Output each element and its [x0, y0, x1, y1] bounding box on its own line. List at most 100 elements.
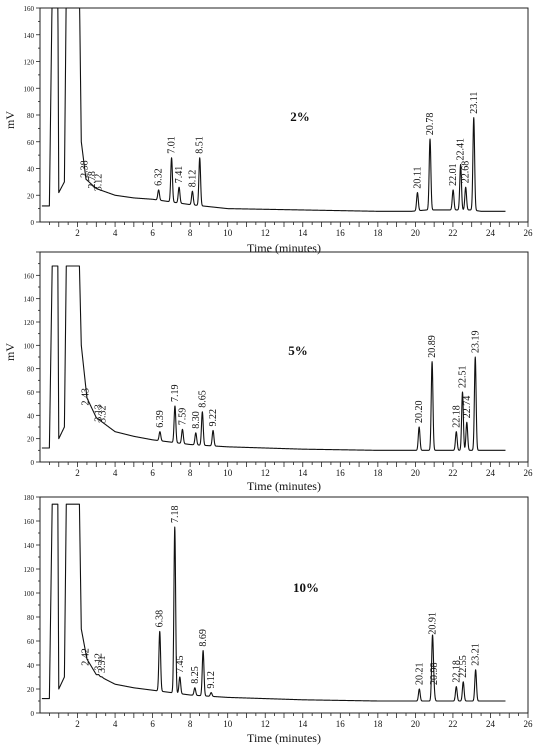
- y-tick-label: 120: [24, 59, 35, 67]
- peak-label: 7.45: [175, 656, 186, 674]
- peak-label: 7.41: [174, 166, 185, 184]
- y-tick-label: 40: [27, 662, 35, 670]
- peak-label: 3.12: [94, 174, 105, 192]
- y-tick-label: 160: [24, 518, 35, 526]
- peak-label: 9.22: [208, 409, 219, 427]
- y-tick-label: 40: [27, 412, 35, 420]
- peak-label: 23.19: [470, 331, 481, 354]
- peak-label: 7.59: [178, 408, 189, 426]
- peak-label: 3.32: [97, 406, 108, 424]
- x-tick-label: 20: [411, 468, 421, 478]
- chromatogram-trace: [41, 503, 506, 702]
- peak-label: 7.18: [170, 506, 181, 524]
- x-tick-label: 26: [524, 719, 534, 729]
- peak-label: 20.91: [428, 612, 439, 635]
- x-tick-label: 6: [150, 228, 155, 238]
- y-tick-label: 120: [24, 319, 35, 327]
- peak-label: 20.89: [427, 335, 438, 358]
- x-tick-label: 22: [448, 468, 457, 478]
- panel-title: 10%: [293, 580, 319, 595]
- x-tick-label: 12: [261, 719, 270, 729]
- panel-title: 2%: [290, 109, 310, 124]
- x-tick-label: 22: [448, 228, 457, 238]
- y-axis-title: mV: [3, 343, 17, 361]
- y-tick-label: 160: [24, 5, 35, 13]
- peak-label: 23.21: [471, 643, 482, 666]
- y-tick-label: 20: [27, 192, 35, 200]
- y-tick-label: 100: [24, 342, 35, 350]
- y-tick-label: 60: [27, 638, 35, 646]
- x-tick-label: 2: [75, 468, 80, 478]
- x-tick-label: 24: [486, 719, 496, 729]
- x-tick-label: 10: [223, 228, 233, 238]
- x-tick-label: 12: [261, 468, 270, 478]
- peak-label: 22.68: [461, 161, 472, 184]
- chart-panel-2: 2 4 6 8 10 12 14 16 18 20 22 24 26020406080100120140…: [3, 251, 534, 493]
- y-tick-label: 120: [24, 566, 35, 574]
- peak-label: 22.74: [462, 396, 473, 419]
- x-tick-label: 12: [261, 228, 270, 238]
- peak-label: 23.11: [469, 92, 480, 114]
- y-tick-label: 60: [27, 139, 35, 147]
- y-tick-label: 60: [27, 389, 35, 397]
- peak-label: 22.51: [458, 366, 469, 389]
- x-tick-label: 16: [336, 468, 346, 478]
- x-tick-label: 20: [411, 228, 421, 238]
- y-tick-label: 140: [24, 542, 35, 550]
- x-tick-label: 18: [373, 228, 383, 238]
- x-tick-label: 6: [150, 719, 155, 729]
- x-tick-label: 16: [336, 228, 346, 238]
- peak-label: 22.41: [456, 138, 467, 161]
- peak-label: 7.01: [167, 136, 178, 154]
- x-tick-label: 14: [298, 468, 308, 478]
- peak-label: 8.25: [190, 666, 201, 684]
- x-axis-title: Time (minutes): [247, 241, 321, 255]
- chromatogram-trace: [41, 265, 506, 451]
- peak-label: 7.19: [170, 385, 181, 403]
- x-tick-label: 2: [75, 719, 80, 729]
- y-tick-label: 40: [27, 166, 35, 174]
- y-tick-label: 0: [31, 459, 35, 467]
- x-tick-label: 6: [150, 468, 155, 478]
- peak-label: 22.18: [451, 405, 462, 428]
- x-tick-label: 10: [223, 719, 233, 729]
- x-tick-label: 10: [223, 468, 233, 478]
- chart-panel-1: 2 4 6 8 10 12 14 16 18 20 22 24 26020406080100120140…: [3, 5, 533, 255]
- peak-label: 6.38: [155, 610, 166, 628]
- y-tick-label: 140: [24, 32, 35, 40]
- x-axis-title: Time (minutes): [247, 479, 321, 493]
- peak-label: 20.98: [429, 663, 440, 686]
- panel-title: 5%: [288, 343, 308, 358]
- peak-label: 8.12: [187, 170, 198, 188]
- chromatogram-trace: [41, 7, 506, 212]
- x-tick-label: 14: [298, 228, 308, 238]
- x-tick-label: 18: [373, 468, 383, 478]
- x-tick-label: 26: [524, 468, 534, 478]
- y-tick-label: 180: [24, 494, 35, 502]
- peak-label: 22.01: [448, 163, 459, 186]
- peak-label: 6.39: [155, 410, 166, 428]
- x-tick-label: 24: [486, 228, 496, 238]
- peak-label: 2.42: [80, 648, 91, 666]
- y-tick-label: 0: [31, 219, 35, 227]
- x-tick-label: 2: [75, 228, 80, 238]
- peak-label: 20.78: [425, 113, 436, 136]
- chart-panel-3: 2 4 6 8 10 12 14 16 18 20 22 24 26020406080100120140…: [24, 494, 534, 745]
- peak-label: 20.20: [414, 401, 425, 424]
- y-tick-label: 160: [24, 272, 35, 280]
- peak-label: 20.21: [414, 663, 425, 686]
- peak-label: 22.55: [458, 655, 469, 678]
- y-tick-label: 20: [27, 436, 35, 444]
- x-tick-label: 4: [113, 468, 118, 478]
- x-tick-label: 4: [113, 719, 118, 729]
- x-tick-label: 20: [411, 719, 421, 729]
- x-tick-label: 8: [188, 468, 193, 478]
- peak-label: 2.78: [87, 171, 98, 189]
- peak-label: 3.31: [97, 656, 108, 674]
- y-tick-label: 80: [27, 366, 35, 374]
- peak-label: 2.38: [80, 160, 91, 178]
- peak-label: 20.11: [412, 166, 423, 188]
- peak-label: 3.12: [94, 653, 105, 671]
- x-tick-label: 26: [524, 228, 534, 238]
- peak-label: 8.30: [191, 411, 202, 429]
